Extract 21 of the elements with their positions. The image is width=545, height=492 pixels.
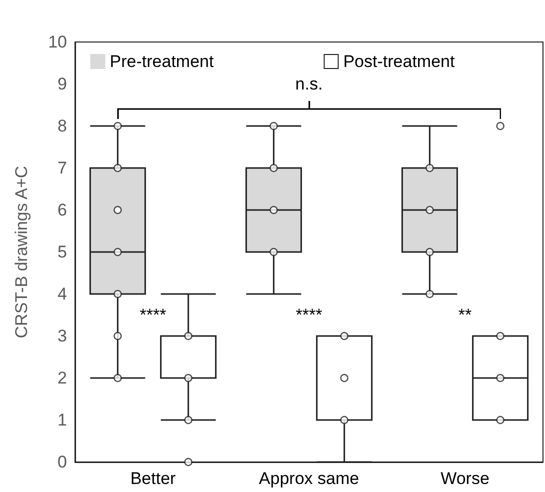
- y-tick-label: 2: [58, 368, 67, 388]
- y-tick-label: 4: [58, 284, 67, 304]
- y-tick-label: 10: [48, 32, 67, 52]
- y-tick-label: 3: [58, 326, 67, 346]
- legend-label: Post-treatment: [343, 52, 455, 71]
- annotation: n.s.: [295, 74, 323, 94]
- x-tick-label: Approx same: [258, 469, 360, 488]
- x-tick-label: Better: [130, 469, 176, 488]
- y-tick-label: 0: [58, 452, 67, 472]
- annotation: ****: [296, 306, 323, 324]
- y-tick-label: 5: [58, 242, 67, 262]
- annotation: ****: [140, 306, 167, 324]
- legend-label: Pre-treatment: [110, 52, 214, 71]
- x-tick-label: Worse: [440, 469, 490, 488]
- y-tick-label: 8: [58, 116, 67, 136]
- y-tick-label: 6: [58, 200, 67, 220]
- annotation: **: [458, 306, 472, 324]
- y-tick-label: 1: [58, 410, 67, 430]
- y-tick-label: 7: [58, 158, 67, 178]
- y-axis-title: CRST-B drawings A+C: [12, 166, 31, 338]
- y-tick-label: 9: [58, 74, 67, 94]
